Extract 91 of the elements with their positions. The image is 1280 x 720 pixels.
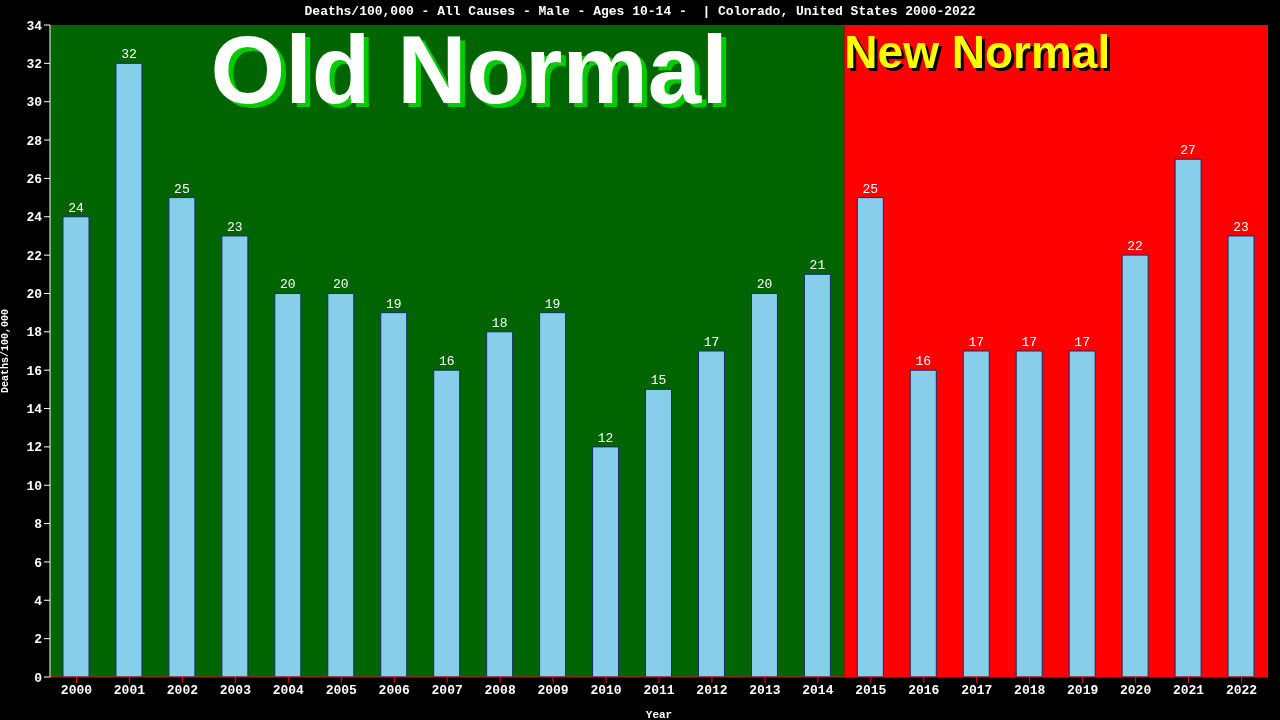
bar <box>168 197 196 677</box>
y-tick-label: 14 <box>26 402 43 418</box>
x-tick-label: 2006 <box>378 683 411 699</box>
x-tick-label: 2013 <box>749 683 781 699</box>
x-tick-label: 2019 <box>1067 683 1099 699</box>
data-label: 16 <box>915 354 932 370</box>
data-label: 27 <box>1180 143 1196 159</box>
y-tick-label: 26 <box>26 172 43 188</box>
y-tick-label: 10 <box>26 478 43 494</box>
data-label: 20 <box>332 277 349 293</box>
bar <box>1015 350 1043 677</box>
data-label: 23 <box>1233 219 1249 235</box>
y-tick-label: 16 <box>26 363 43 379</box>
bar <box>221 235 249 677</box>
bar <box>486 331 514 677</box>
data-label: 15 <box>650 373 667 389</box>
bar <box>433 369 461 677</box>
y-tick-label: 30 <box>26 95 43 111</box>
bar <box>697 350 725 677</box>
bar <box>539 312 567 677</box>
x-tick-label: 2015 <box>855 683 887 699</box>
bar <box>62 216 90 677</box>
data-label: 23 <box>227 219 243 235</box>
x-tick-label: 2017 <box>961 683 993 699</box>
y-tick-label: 20 <box>26 287 43 303</box>
y-tick-label: 8 <box>34 517 43 533</box>
y-tick-label: 0 <box>34 670 43 686</box>
x-tick-label: 2008 <box>484 683 516 699</box>
bar <box>909 369 937 677</box>
x-tick-label: 2018 <box>1014 683 1046 699</box>
bar <box>115 62 143 677</box>
x-tick-label: 2012 <box>696 683 728 699</box>
x-tick-label: 2021 <box>1172 683 1205 699</box>
x-tick-label: 2007 <box>431 683 463 699</box>
band-label: New Normal <box>844 26 1111 78</box>
bar <box>1227 235 1255 677</box>
x-tick-label: 2001 <box>113 683 146 699</box>
y-tick-label: 28 <box>26 133 43 149</box>
data-label: 25 <box>862 181 879 197</box>
y-tick-label: 18 <box>26 325 43 341</box>
x-tick-label: 2022 <box>1225 683 1258 699</box>
y-axis-title: Deaths/100,000 <box>0 308 11 394</box>
x-tick-label: 2000 <box>60 683 93 699</box>
bar <box>1121 254 1149 677</box>
data-label: 20 <box>280 277 296 293</box>
bar <box>962 350 990 677</box>
data-label: 20 <box>756 277 773 293</box>
x-tick-label: 2009 <box>537 683 569 699</box>
y-tick-label: 24 <box>26 210 43 226</box>
data-label: 16 <box>438 354 455 370</box>
bar <box>327 292 355 677</box>
chart-title: Deaths/100,000 - All Causes - Male - Ages 10-14 - | Colorado, United States 2000-2022 <box>303 4 977 19</box>
data-label: 17 <box>1021 335 1038 350</box>
bar <box>1068 350 1096 677</box>
data-label: 19 <box>385 296 402 312</box>
bar <box>856 197 884 677</box>
y-tick-label: 34 <box>26 18 43 34</box>
data-label: 32 <box>121 47 137 63</box>
y-tick-label: 12 <box>26 440 43 456</box>
y-tick-label: 32 <box>26 56 43 72</box>
bar <box>592 446 620 677</box>
bar <box>1174 158 1202 677</box>
y-tick-label: 6 <box>34 555 43 571</box>
bar <box>750 292 778 677</box>
x-tick-label: 2014 <box>802 683 834 699</box>
x-tick-label: 2002 <box>166 683 199 699</box>
bar <box>274 292 302 677</box>
x-tick-label: 2011 <box>643 683 675 699</box>
data-label: 17 <box>1074 335 1090 350</box>
x-tick-label: 2004 <box>272 683 305 699</box>
data-label: 21 <box>809 258 826 274</box>
bar <box>380 312 408 677</box>
y-tick-label: 22 <box>26 248 43 264</box>
y-tick-label: 4 <box>34 593 43 609</box>
data-label: 17 <box>703 335 720 350</box>
data-label: 19 <box>544 296 561 312</box>
data-label: 18 <box>491 315 508 331</box>
y-tick-label: 2 <box>34 632 43 648</box>
x-tick-label: 2020 <box>1120 683 1152 699</box>
x-tick-label: 2005 <box>325 683 358 699</box>
x-tick-label: 2016 <box>908 683 940 699</box>
data-label: 25 <box>174 181 190 197</box>
x-tick-label: 2003 <box>219 683 252 699</box>
x-tick-label: 2010 <box>590 683 622 699</box>
bar <box>645 388 673 677</box>
data-label: 22 <box>1127 239 1143 255</box>
data-label: 17 <box>968 335 985 350</box>
data-label: 24 <box>68 200 84 216</box>
data-label: 12 <box>597 430 614 446</box>
x-axis-title: Year <box>645 709 673 720</box>
bar <box>803 273 831 677</box>
